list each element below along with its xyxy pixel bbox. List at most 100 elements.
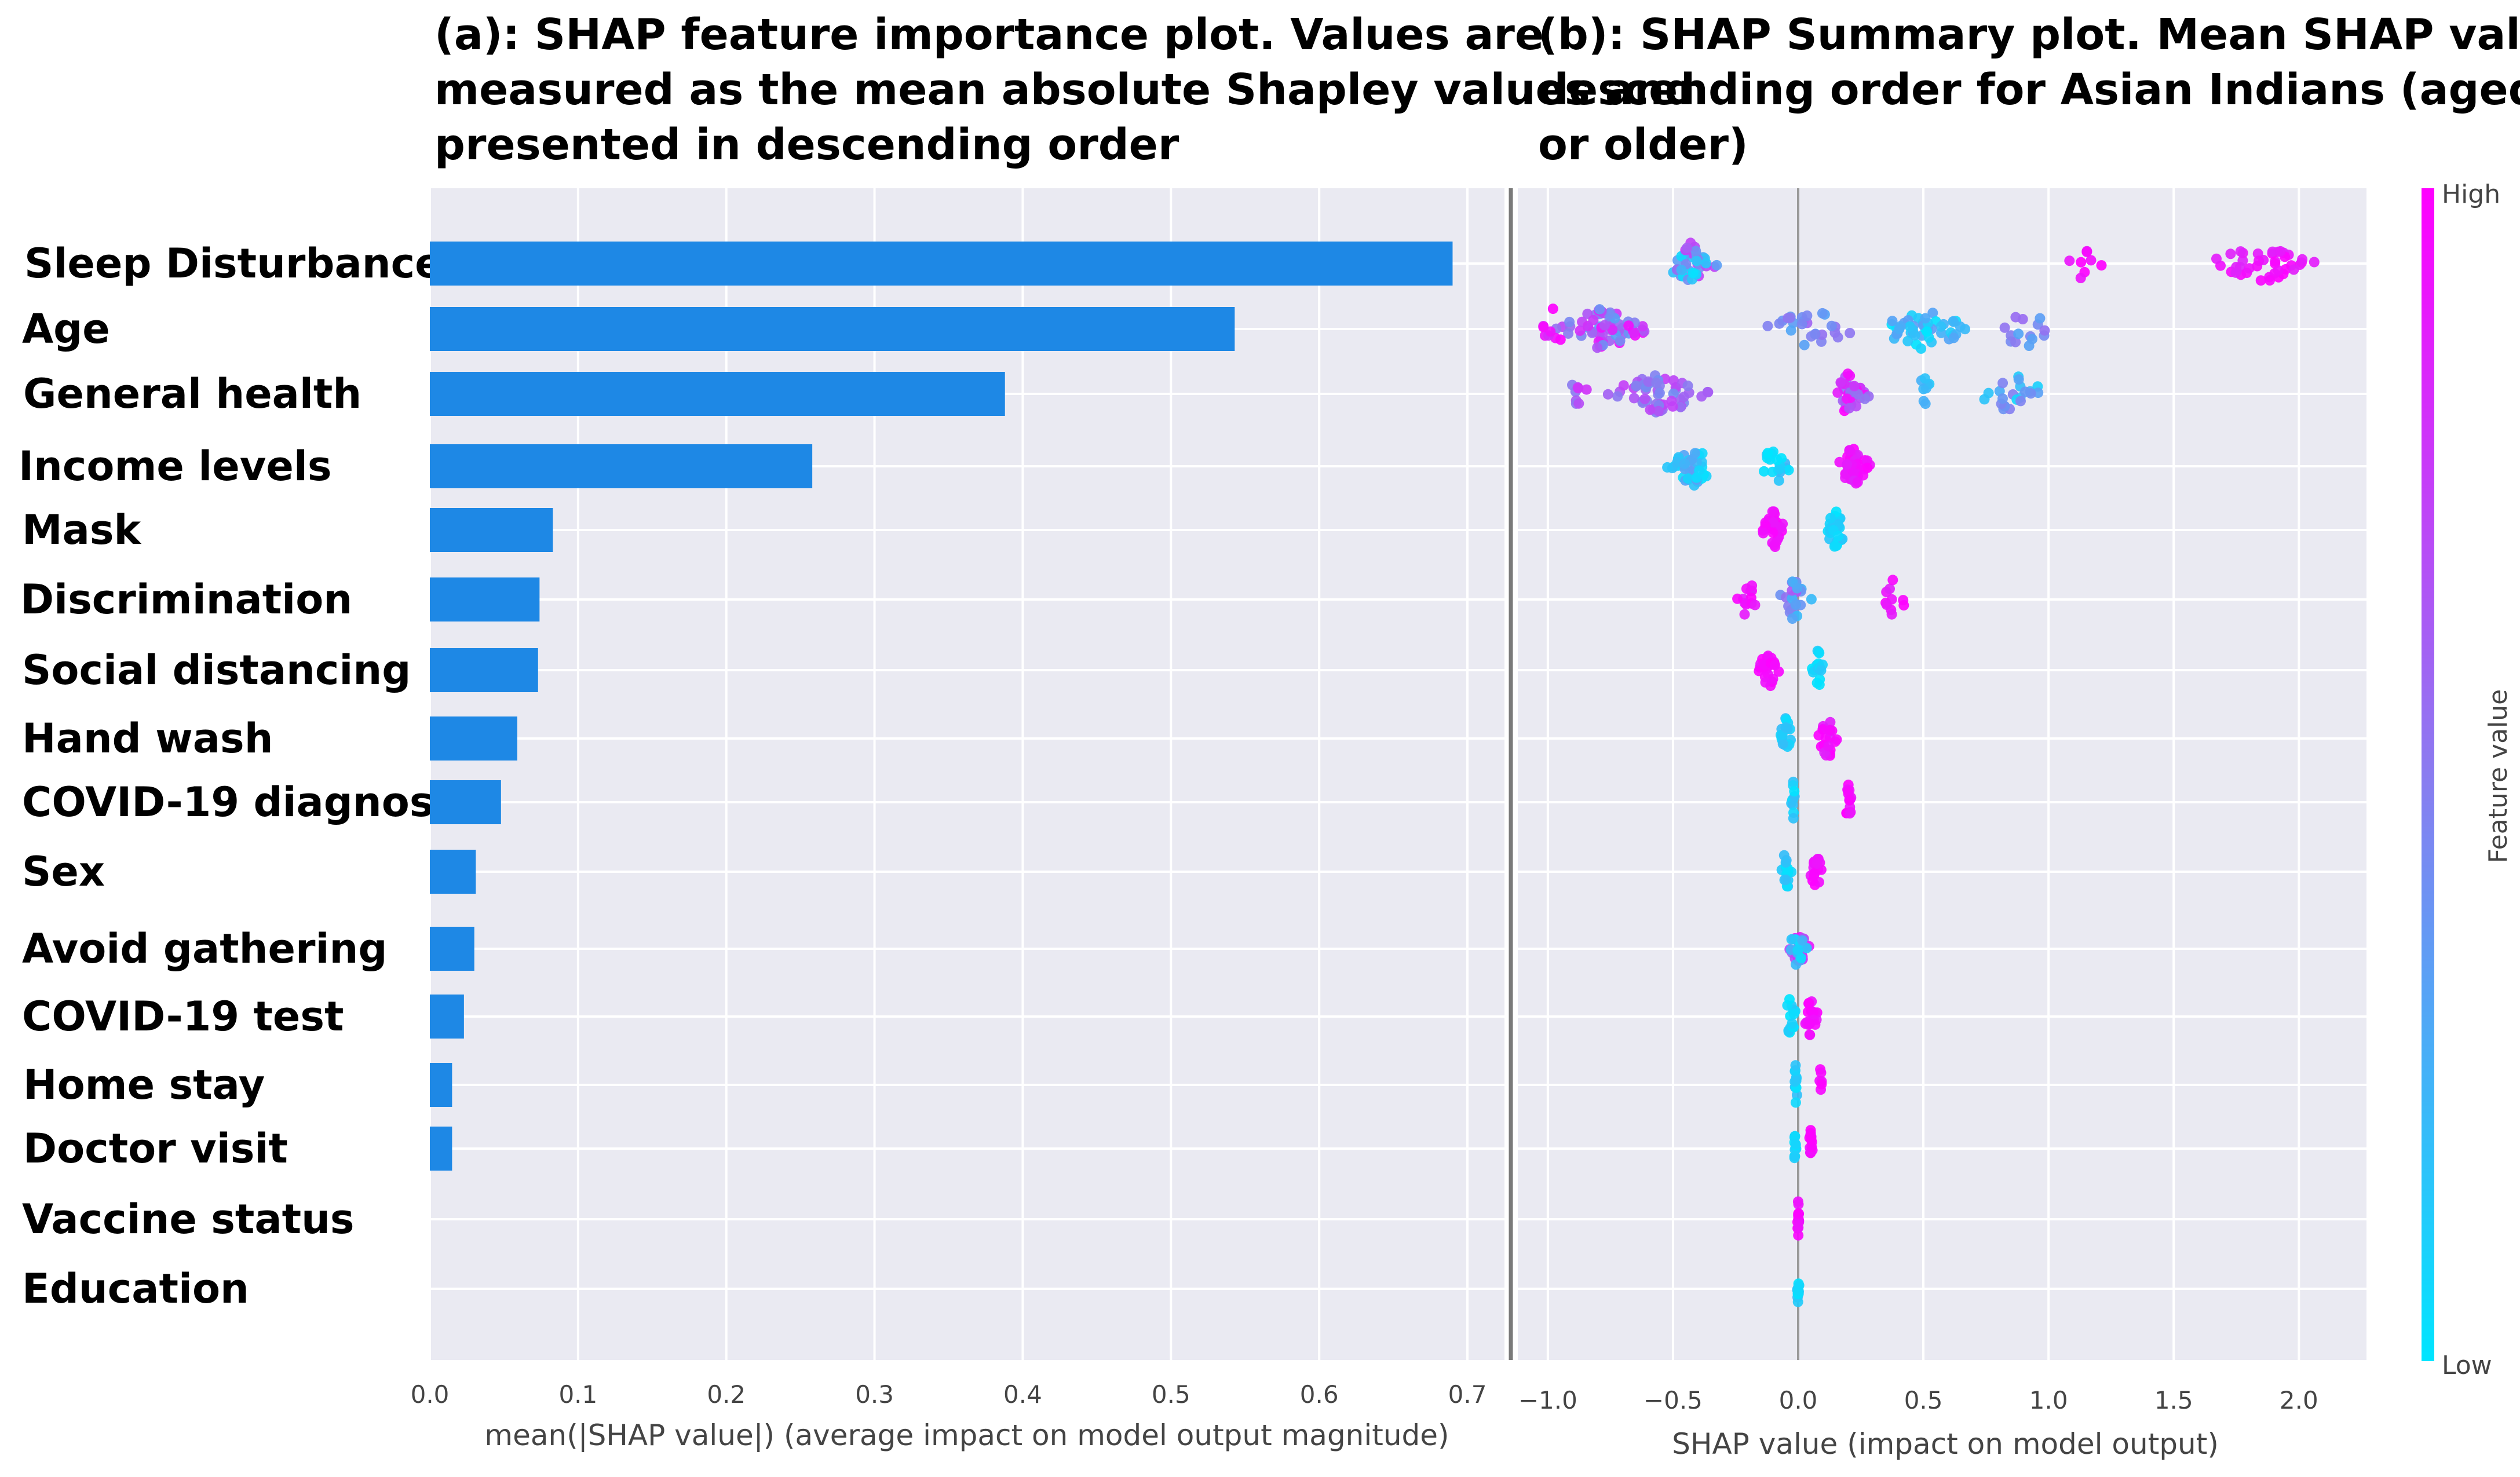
shap-point xyxy=(1654,387,1665,399)
shap-point xyxy=(2013,374,2024,385)
bar-social-distancing xyxy=(430,648,538,692)
shap-point xyxy=(1804,1029,1815,1040)
shap-point xyxy=(1927,308,1938,319)
shap-point xyxy=(1628,393,1639,404)
shap-point xyxy=(1845,808,1855,819)
shap-point xyxy=(1833,531,1844,542)
feature-label: Avoid gathering xyxy=(22,925,387,973)
feature-label: Home stay xyxy=(23,1061,265,1109)
panel-b-x-ticks: −1.0 −0.5 0.0 0.5 1.0 1.5 2.0 xyxy=(1518,1386,2318,1414)
shap-point xyxy=(2275,246,2286,257)
shap-point xyxy=(1790,1097,1801,1108)
bar-mask xyxy=(430,508,553,552)
panel-b-tick-label: 1.0 xyxy=(2029,1386,2068,1414)
shap-point xyxy=(1780,857,1791,868)
shap-point xyxy=(1844,445,1855,456)
shap-point xyxy=(2081,246,2092,257)
shap-point xyxy=(1592,342,1603,353)
bar-discrimination xyxy=(430,577,540,621)
shap-point xyxy=(1667,401,1678,412)
shap-point xyxy=(2297,254,2308,265)
panel-b-title-line-1: (b): SHAP Summary plot. Mean SHAP values… xyxy=(1538,10,2520,60)
shap-point xyxy=(1588,315,1599,326)
feature-label: Social distancing xyxy=(22,646,411,694)
shap-point xyxy=(1676,265,1687,276)
shap-point xyxy=(1651,377,1662,388)
panel-a-x-axis-label: mean(|SHAP value|) (average impact on mo… xyxy=(484,1418,1449,1452)
feature-label: Vaccine status xyxy=(22,1196,355,1243)
shap-point xyxy=(1797,935,1808,946)
shap-point xyxy=(1810,329,1821,340)
shap-point xyxy=(1983,387,1994,399)
shap-point xyxy=(1918,383,1929,394)
shap-point xyxy=(1816,1079,1827,1090)
shap-point xyxy=(1842,393,1853,404)
shap-point xyxy=(1776,522,1786,533)
shap-point xyxy=(2288,264,2299,275)
shap-point xyxy=(1750,599,1761,610)
shap-point xyxy=(1759,466,1769,477)
shap-point xyxy=(1767,506,1778,517)
shap-point xyxy=(1790,1060,1801,1071)
panel-a-tick-label: 0.2 xyxy=(707,1380,746,1409)
shap-point xyxy=(1948,332,1959,343)
bar-sleep-disturbance xyxy=(430,242,1453,286)
shap-point xyxy=(1842,459,1852,470)
shap-point xyxy=(1817,308,1828,319)
shap-point xyxy=(1887,575,1898,586)
shap-point xyxy=(1762,448,1773,459)
shap-point xyxy=(1772,455,1783,466)
shap-point xyxy=(1792,945,1803,956)
feature-label: Sleep Disturbance xyxy=(24,240,443,287)
panel-b-tick-label: −0.5 xyxy=(1644,1386,1703,1414)
shap-point xyxy=(1918,396,1929,407)
shap-point xyxy=(1789,786,1800,797)
shap-point xyxy=(1960,324,1970,335)
shap-point xyxy=(2064,255,2075,266)
shap-point xyxy=(1789,1153,1800,1164)
shap-point xyxy=(1840,473,1851,483)
shap-point xyxy=(1887,316,1898,327)
shap-point xyxy=(1581,384,1592,395)
panel-b-tick-label: 0.5 xyxy=(1904,1386,1943,1414)
shap-point xyxy=(2076,257,2087,268)
shap-point xyxy=(1643,376,1654,387)
shap-point xyxy=(1788,1008,1799,1019)
bar-doctor-visit xyxy=(430,1127,452,1171)
shap-point xyxy=(1555,334,1566,345)
shap-point xyxy=(1691,255,1702,266)
shap-point xyxy=(1573,383,1584,394)
shap-point xyxy=(1777,738,1788,750)
shap-point xyxy=(2225,248,2236,259)
shap-point xyxy=(1844,795,1855,806)
panel-b-tick-label: 0.0 xyxy=(1779,1386,1818,1414)
shap-point xyxy=(1842,368,1853,379)
shap-point xyxy=(1919,373,1930,384)
shap-point xyxy=(1801,942,1812,953)
shap-point xyxy=(2086,255,2097,266)
shap-point xyxy=(1773,475,1784,486)
shap-point xyxy=(1796,953,1807,964)
shap-point xyxy=(1806,594,1817,605)
shap-point xyxy=(1842,785,1853,796)
panel-a-tick-label: 0.3 xyxy=(855,1380,894,1409)
shap-point xyxy=(1845,328,1856,338)
shap-point xyxy=(1831,734,1842,745)
shap-point xyxy=(1792,1296,1803,1307)
panel-b-title: (b): SHAP Summary plot. Mean SHAP values… xyxy=(1538,10,2520,170)
panel-b-plot-area xyxy=(1518,188,2366,1360)
panel-a-title: (a): SHAP feature importance plot. Value… xyxy=(434,10,1695,170)
shap-point xyxy=(1607,324,1618,335)
feature-label: Income levels xyxy=(19,443,331,490)
colorbar-low-label: Low xyxy=(2442,1351,2492,1380)
shap-point xyxy=(1805,1125,1816,1136)
shap-point xyxy=(1884,583,1895,594)
shap-point xyxy=(1628,327,1639,338)
beeswarm-points xyxy=(1538,237,2320,1307)
shap-point xyxy=(1894,323,1905,334)
shap-point xyxy=(1886,609,1897,620)
shap-point xyxy=(1844,403,1855,414)
panel-a-tick-label: 0.7 xyxy=(1448,1380,1487,1409)
shap-point xyxy=(1758,528,1769,539)
